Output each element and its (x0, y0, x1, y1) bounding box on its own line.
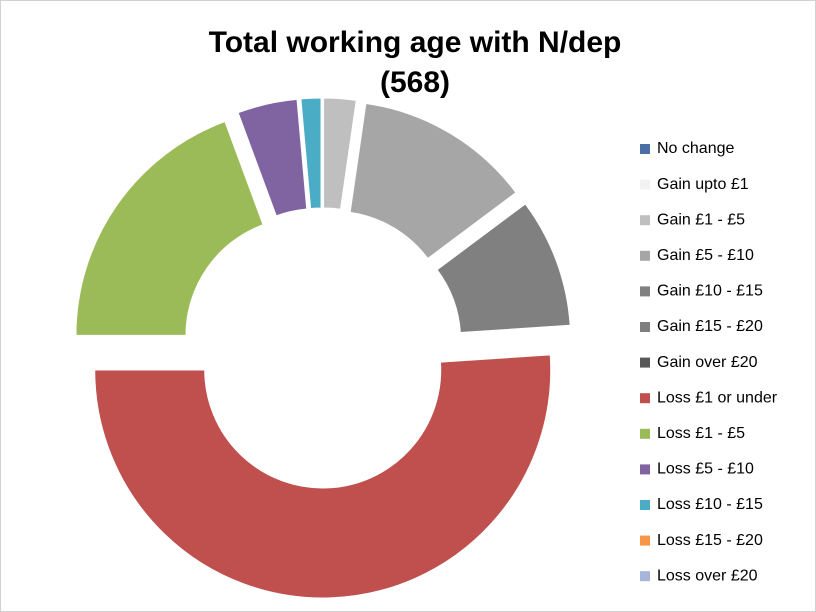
legend-label: Gain £1 - £5 (657, 211, 745, 228)
doughnut-segment (300, 97, 322, 210)
legend-swatch (640, 428, 650, 439)
legend-label: Loss £5 - £10 (657, 461, 754, 478)
doughnut-segment (75, 120, 264, 336)
legend-label: Gain £15 - £20 (657, 318, 763, 335)
chart-title: Total working age with N/dep (209, 26, 622, 59)
legend-swatch (640, 357, 650, 368)
legend-label: Gain over £20 (657, 354, 758, 371)
legend-swatch (640, 571, 650, 582)
legend-label: Gain £5 - £10 (657, 247, 754, 264)
doughnut-segment (94, 354, 552, 599)
legend-label: Loss £1 - £5 (657, 425, 745, 442)
legend-swatch (640, 535, 650, 546)
legend-swatch (640, 215, 650, 226)
legend-label: Gain upto £1 (657, 176, 749, 193)
legend-label: Loss £10 - £15 (657, 496, 763, 513)
doughnut-segment (436, 203, 571, 334)
legend-label: No change (657, 140, 734, 157)
legend-label: Loss over £20 (657, 567, 758, 584)
legend-swatch (640, 286, 650, 297)
chart-subtitle: (568) (380, 66, 450, 99)
legend-label: Loss £15 - £20 (657, 532, 763, 549)
doughnut-segment (237, 98, 308, 217)
doughnut-segment (323, 97, 357, 210)
legend-swatch (640, 322, 650, 332)
legend-swatch (640, 179, 650, 190)
doughnut-segment (349, 102, 517, 260)
legend-swatch (640, 393, 650, 404)
legend-swatch (640, 500, 650, 510)
legend-label: Gain £10 - £15 (657, 283, 763, 300)
legend-swatch (640, 250, 650, 261)
legend-swatch (640, 464, 650, 475)
legend-swatch (640, 144, 650, 154)
legend-label: Loss £1 or under (657, 389, 778, 406)
